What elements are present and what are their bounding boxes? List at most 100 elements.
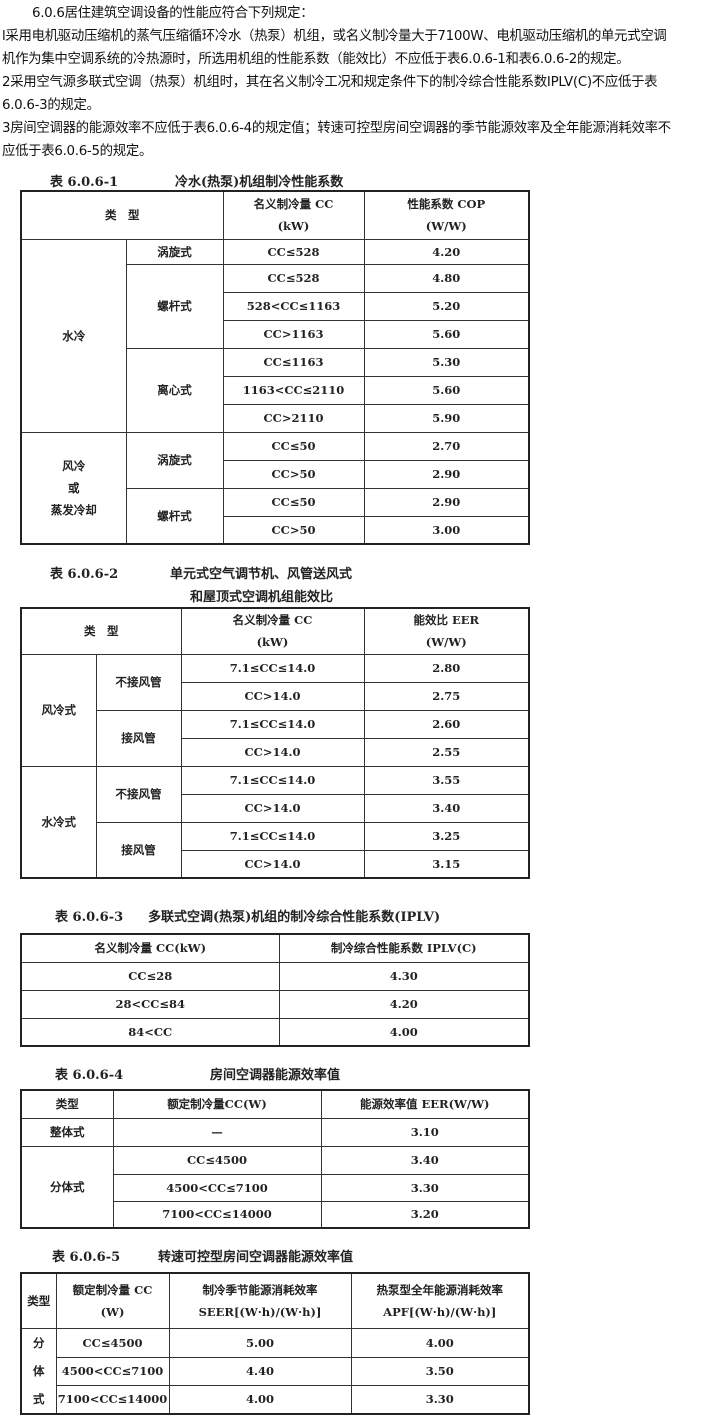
cell: CC≤28 [20, 961, 280, 991]
clause-1-line-1: l采用电机驱动压缩机的蒸气压缩循环冷水（热泵）机组，或名义制冷量大于7100W、… [2, 29, 667, 44]
table-4-number: 表 6.0.6-4 [55, 1068, 124, 1083]
cell: CC≤528 [222, 238, 365, 265]
cell: — [112, 1117, 322, 1147]
cell: 4.40 [168, 1356, 352, 1386]
header-seer: 制冷季节能源消耗效率 SEER[(W·h)/(W·h)] [168, 1272, 352, 1329]
subtype-cell: 螺杆式 [125, 487, 224, 545]
cell: CC>50 [222, 515, 365, 545]
header-eer: 能效比 EER (W/W) [363, 607, 530, 655]
cell: CC≤1163 [222, 347, 365, 377]
cell: 3.20 [320, 1200, 530, 1229]
cell: CC≤50 [222, 431, 365, 461]
group-cell: 水冷式 [20, 765, 97, 879]
cell: 3.50 [350, 1356, 530, 1386]
cell: 1163<CC≤2110 [222, 375, 365, 405]
table-4: 类型 额定制冷量CC(W) 能源效率值 EER(W/W) 整体式 —3.10 分体式 C… [20, 1089, 530, 1229]
group-cell: 风冷或蒸发冷却 [20, 431, 127, 545]
cell: 3.30 [350, 1384, 530, 1415]
cell: CC>1163 [222, 319, 365, 349]
cell: 3.40 [363, 793, 530, 823]
cell: 5.20 [363, 291, 530, 321]
clause-3-line-2: 应低于表6.0.6-5的规定。 [2, 144, 153, 159]
table-2: 类 型 名义制冷量 CC (kW) 能效比 EER (W/W) 风冷式 不接风管 7.1… [20, 607, 530, 879]
section-heading: 6.0.6居住建筑空调设备的性能应符合下列规定： [32, 6, 314, 21]
header-type: 类 型 [20, 607, 182, 655]
cell: 2.90 [363, 459, 530, 489]
header-apf: 热泵型全年能源消耗效率 APF[(W·h)/(W·h)] [350, 1272, 530, 1329]
cell: 28<CC≤84 [20, 989, 280, 1019]
subtype-cell: 涡旋式 [125, 431, 224, 489]
cell: CC>2110 [222, 403, 365, 433]
clause-3-line-1: 3房间空调器的能源效率不应低于表6.0.6-4的规定值；转速可控型房间空调器的季… [2, 121, 671, 136]
cell: 4.20 [363, 238, 530, 265]
cell: CC>14.0 [180, 849, 365, 879]
clause-2-line-2: 6.0.6-3的规定。 [2, 98, 100, 113]
cell: 4.80 [363, 263, 530, 293]
table-3-number: 表 6.0.6-3 [55, 910, 124, 925]
header-type: 类 型 [20, 190, 224, 240]
cell: CC>50 [222, 459, 365, 489]
table-3: 名义制冷量 CC(kW) 制冷综合性能系数 IPLV(C) CC≤28 4.30 2… [20, 933, 530, 1047]
table-5-title: 转速可控型房间空调器能源效率值 [158, 1250, 354, 1265]
cell: 7.1≤CC≤14.0 [180, 653, 365, 683]
cell: 4.00 [350, 1327, 530, 1358]
cell: 4.30 [278, 961, 530, 991]
header-type: 类型 [20, 1272, 57, 1329]
cell: 3.00 [363, 515, 530, 545]
cell: 7.1≤CC≤14.0 [180, 821, 365, 851]
clause-2-line-1: 2采用空气源多联式空调（热泵）机组时，其在名义制冷工况和规定条件下的制冷综合性能… [2, 75, 658, 90]
cell: 528<CC≤1163 [222, 291, 365, 321]
cell: 7.1≤CC≤14.0 [180, 765, 365, 795]
header-iplv: 制冷综合性能系数 IPLV(C) [278, 933, 530, 963]
subtype-cell: 螺杆式 [125, 263, 224, 349]
header-type: 类型 [20, 1089, 114, 1119]
header-capacity: 名义制冷量 CC(kW) [180, 607, 365, 655]
cell: 3.15 [363, 849, 530, 879]
header-capacity: 额定制冷量 CC (W) [55, 1272, 170, 1329]
cell: 3.40 [320, 1145, 530, 1175]
cell: CC>14.0 [180, 793, 365, 823]
cell: CC≤4500 [55, 1327, 170, 1358]
table-3-title: 多联式空调(热泵)机组的制冷综合性能系数(IPLV) [148, 910, 441, 925]
cell: CC≤4500 [112, 1145, 322, 1175]
cell: CC>14.0 [180, 681, 365, 711]
group-cell: 分体式 [20, 1145, 114, 1229]
subtype-cell: 不接风管 [95, 765, 182, 823]
cell: 84<CC [20, 1017, 280, 1047]
cell: 4.20 [278, 989, 530, 1019]
cell: 3.10 [320, 1117, 530, 1147]
subtype-cell: 接风管 [95, 821, 182, 879]
table-2-title-line-1: 单元式空气调节机、风管送风式 [170, 567, 353, 582]
cell: 3.25 [363, 821, 530, 851]
table-4-title: 房间空调器能源效率值 [210, 1068, 341, 1083]
cell: 2.90 [363, 487, 530, 517]
cell: 7100<CC≤14000 [112, 1200, 322, 1229]
cell: 3.30 [320, 1173, 530, 1202]
table-5-number: 表 6.0.6-5 [52, 1250, 121, 1265]
cell: 3.55 [363, 765, 530, 795]
table-1-title: 冷水(热泵)机组制冷性能系数 [175, 175, 344, 190]
subtype-cell: 不接风管 [95, 653, 182, 711]
table-5: 类型 额定制冷量 CC (W) 制冷季节能源消耗效率 SEER[(W·h)/(W·h… [20, 1272, 530, 1415]
cell: 5.60 [363, 319, 530, 349]
header-capacity: 名义制冷量 CC(kW) [20, 933, 280, 963]
cell: 2.60 [363, 709, 530, 739]
cell: 7100<CC≤14000 [55, 1384, 170, 1415]
subtype-cell: 接风管 [95, 709, 182, 767]
header-eer: 能源效率值 EER(W/W) [320, 1089, 530, 1119]
cell: CC>14.0 [180, 737, 365, 767]
cell: 4.00 [168, 1384, 352, 1415]
group-cell: 风冷式 [20, 653, 97, 767]
cell: 5.00 [168, 1327, 352, 1358]
header-cop: 性能系数 COP (W/W) [363, 190, 530, 240]
cell: 2.70 [363, 431, 530, 461]
group-cell: 水冷 [20, 238, 127, 433]
cell: 4500<CC≤7100 [112, 1173, 322, 1202]
clause-1-line-2: 机作为集中空调系统的冷热源时，所选用机组的性能系数（能效比）不应低于表6.0.6… [2, 52, 630, 67]
cell: 7.1≤CC≤14.0 [180, 709, 365, 739]
cell: 5.90 [363, 403, 530, 433]
header-capacity: 名义制冷量 CC(kW) [222, 190, 365, 240]
cell: 4500<CC≤7100 [55, 1356, 170, 1386]
table-2-number: 表 6.0.6-2 [50, 567, 119, 582]
cell: CC≤50 [222, 487, 365, 517]
